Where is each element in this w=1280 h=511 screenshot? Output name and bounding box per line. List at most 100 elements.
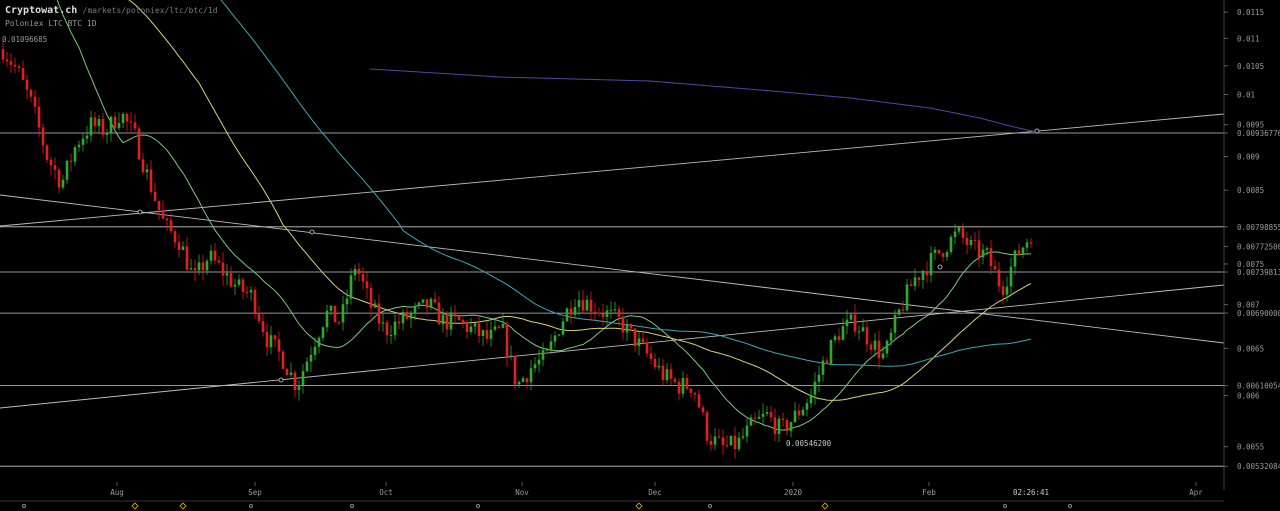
candle-body[interactable] [257, 312, 261, 322]
candle-body[interactable] [541, 350, 545, 360]
candle-body[interactable] [185, 246, 189, 270]
candle-body[interactable] [301, 371, 305, 386]
candle-body[interactable] [217, 260, 221, 263]
candle-body[interactable] [345, 298, 349, 305]
candle-body[interactable] [753, 417, 757, 419]
candle-body[interactable] [245, 291, 249, 293]
candle-body[interactable] [777, 418, 781, 435]
candle-body[interactable] [85, 135, 89, 139]
candle-body[interactable] [773, 417, 777, 435]
candle-body[interactable] [41, 127, 45, 146]
candle-body[interactable] [289, 372, 293, 376]
candle-body[interactable] [101, 119, 105, 135]
candle-body[interactable] [281, 351, 285, 369]
candle-body[interactable] [297, 385, 301, 390]
candle-body[interactable] [873, 340, 877, 350]
event-marker-dot[interactable] [249, 504, 253, 508]
moving-average-line[interactable] [3, 0, 1032, 401]
candle-body[interactable] [485, 330, 489, 339]
candle-body[interactable] [977, 240, 981, 258]
candle-body[interactable] [997, 269, 1001, 287]
candle-body[interactable] [177, 242, 181, 250]
candle-body[interactable] [625, 323, 629, 333]
candle-body[interactable] [365, 281, 369, 289]
candle-body[interactable] [657, 365, 661, 368]
candle-body[interactable] [1029, 242, 1033, 244]
candle-body[interactable] [553, 335, 557, 342]
candle-body[interactable] [201, 262, 205, 271]
candle-body[interactable] [1001, 286, 1005, 295]
candle-body[interactable] [5, 59, 9, 62]
candle-body[interactable] [237, 279, 241, 285]
candle-body[interactable] [413, 306, 417, 314]
candle-body[interactable] [405, 311, 409, 319]
candle-body[interactable] [369, 288, 373, 308]
candle-body[interactable] [941, 253, 945, 257]
candle-body[interactable] [189, 268, 193, 270]
candle-body[interactable] [885, 340, 889, 354]
candle-body[interactable] [601, 313, 605, 317]
candle-body[interactable] [149, 169, 153, 193]
candle-body[interactable] [877, 340, 881, 359]
candle-body[interactable] [93, 117, 97, 127]
candle-body[interactable] [685, 378, 689, 389]
candle-body[interactable] [869, 344, 873, 350]
candle-body[interactable] [493, 326, 497, 330]
candle-body[interactable] [717, 436, 721, 438]
candle-body[interactable] [1005, 286, 1009, 295]
candle-body[interactable] [441, 314, 445, 325]
candle-body[interactable] [497, 326, 501, 328]
candle-body[interactable] [545, 349, 549, 351]
candle-body[interactable] [305, 361, 309, 372]
trendline-anchor[interactable] [278, 377, 284, 383]
candle-body[interactable] [81, 138, 85, 145]
candle-body[interactable] [713, 436, 717, 445]
candle-body[interactable] [197, 262, 201, 271]
candle-body[interactable] [137, 128, 141, 160]
candle-body[interactable] [589, 299, 593, 312]
candle-body[interactable] [557, 334, 561, 336]
candle-body[interactable] [733, 435, 737, 450]
candle-body[interactable] [665, 369, 669, 381]
candle-body[interactable] [913, 277, 917, 287]
candle-body[interactable] [921, 270, 925, 280]
candle-body[interactable] [61, 179, 65, 188]
candle-body[interactable] [349, 275, 353, 299]
candle-body[interactable] [341, 304, 345, 323]
candle-body[interactable] [181, 246, 185, 250]
trendline[interactable] [0, 194, 1225, 344]
candle-body[interactable] [465, 322, 469, 333]
candle-body[interactable] [397, 321, 401, 324]
candle-body[interactable] [917, 277, 921, 280]
candle-body[interactable] [13, 64, 17, 67]
candle-body[interactable] [865, 327, 869, 345]
candle-body[interactable] [49, 159, 53, 166]
candle-body[interactable] [73, 147, 77, 162]
candle-body[interactable] [737, 437, 741, 450]
candle-body[interactable] [221, 262, 225, 276]
candle-body[interactable] [373, 303, 377, 308]
candle-body[interactable] [861, 327, 865, 332]
candle-body[interactable] [337, 322, 341, 324]
candle-body[interactable] [937, 249, 941, 254]
candle-body[interactable] [277, 339, 281, 352]
candle-body[interactable] [593, 311, 597, 313]
candle-body[interactable] [521, 378, 525, 382]
event-marker-diamond[interactable] [179, 502, 187, 510]
candle-body[interactable] [765, 412, 769, 414]
event-marker-dot[interactable] [476, 504, 480, 508]
candle-body[interactable] [125, 113, 129, 122]
candle-body[interactable] [533, 364, 537, 369]
candle-body[interactable] [249, 290, 253, 293]
candle-body[interactable] [1021, 247, 1025, 255]
candle-body[interactable] [933, 249, 937, 254]
candle-body[interactable] [605, 310, 609, 317]
candle-body[interactable] [457, 315, 461, 321]
candle-body[interactable] [757, 416, 761, 419]
candle-body[interactable] [37, 106, 41, 128]
candle-body[interactable] [949, 236, 953, 253]
candle-body[interactable] [705, 412, 709, 441]
candle-body[interactable] [97, 119, 101, 127]
candle-body[interactable] [253, 290, 257, 313]
